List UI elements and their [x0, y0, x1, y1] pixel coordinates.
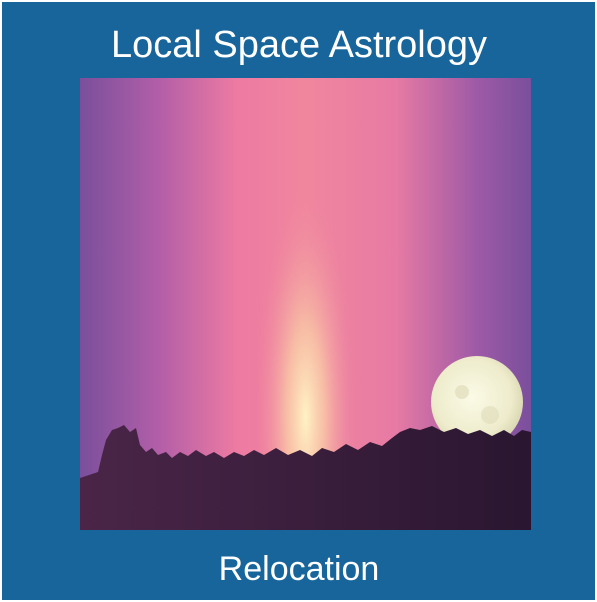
page: Local Space Astrology Relocation (() => …: [0, 0, 597, 602]
title: Local Space Astrology: [111, 24, 487, 66]
cover: Local Space Astrology Relocation: [0, 0, 597, 602]
subtitle: Relocation: [219, 550, 380, 588]
moon-crater: [455, 385, 469, 399]
moon-crater: [481, 406, 499, 424]
